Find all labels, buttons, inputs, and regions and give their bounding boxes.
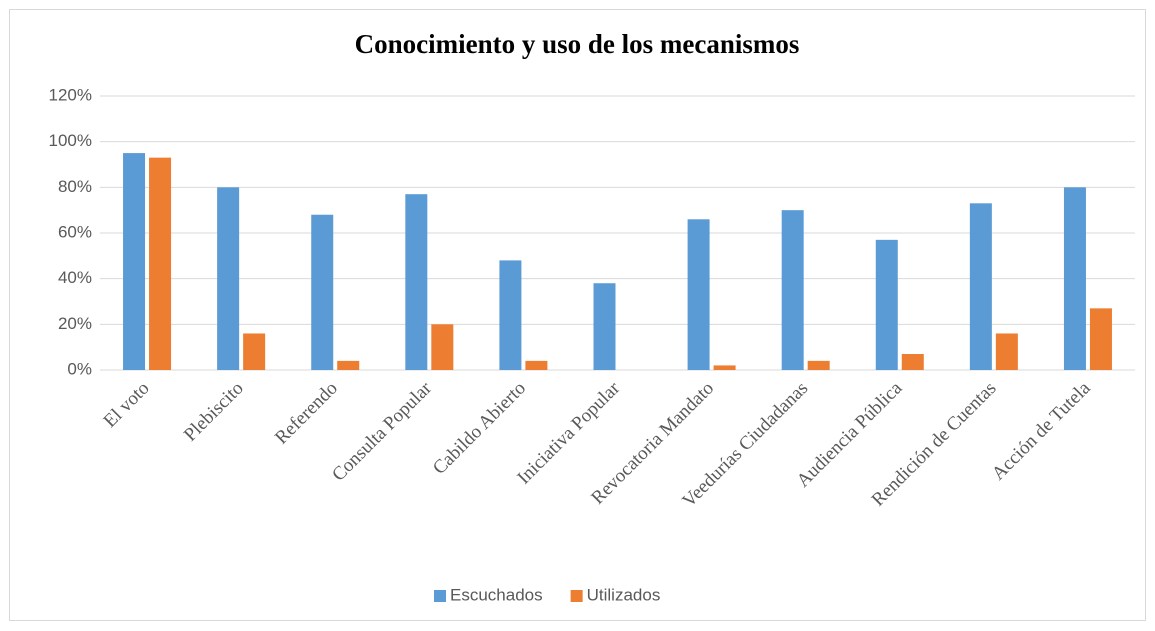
chart-title: Conocimiento y uso de los mecanismos bbox=[355, 29, 800, 59]
bar bbox=[431, 324, 454, 370]
bar bbox=[1089, 308, 1112, 370]
bar bbox=[405, 194, 428, 370]
legend-swatch bbox=[570, 590, 583, 602]
y-tick-label: 20% bbox=[58, 314, 92, 333]
bar bbox=[875, 239, 898, 370]
bar bbox=[1063, 187, 1086, 370]
y-tick-label: 80% bbox=[58, 177, 92, 196]
y-tick-label: 60% bbox=[58, 222, 92, 241]
legend-label: Escuchados bbox=[450, 585, 543, 604]
legend-swatch bbox=[434, 590, 446, 602]
bar bbox=[149, 157, 172, 370]
y-tick-label: 40% bbox=[58, 268, 92, 287]
bar bbox=[687, 219, 710, 370]
bar bbox=[713, 365, 736, 370]
y-tick-label: 0% bbox=[67, 359, 92, 378]
bar bbox=[807, 360, 830, 370]
bar bbox=[995, 333, 1018, 370]
bar bbox=[969, 203, 992, 370]
legend-label: Utilizados bbox=[587, 585, 661, 604]
bar bbox=[499, 260, 522, 370]
bar bbox=[243, 333, 266, 370]
bar bbox=[593, 283, 616, 370]
y-tick-label: 100% bbox=[49, 131, 92, 150]
bar bbox=[311, 214, 334, 370]
bar bbox=[217, 187, 240, 370]
bar bbox=[337, 360, 360, 370]
bar bbox=[525, 360, 548, 370]
y-tick-label: 120% bbox=[49, 85, 92, 104]
chart-border bbox=[9, 9, 1146, 621]
bar bbox=[123, 153, 146, 370]
bar bbox=[781, 210, 804, 370]
bar bbox=[901, 354, 924, 370]
